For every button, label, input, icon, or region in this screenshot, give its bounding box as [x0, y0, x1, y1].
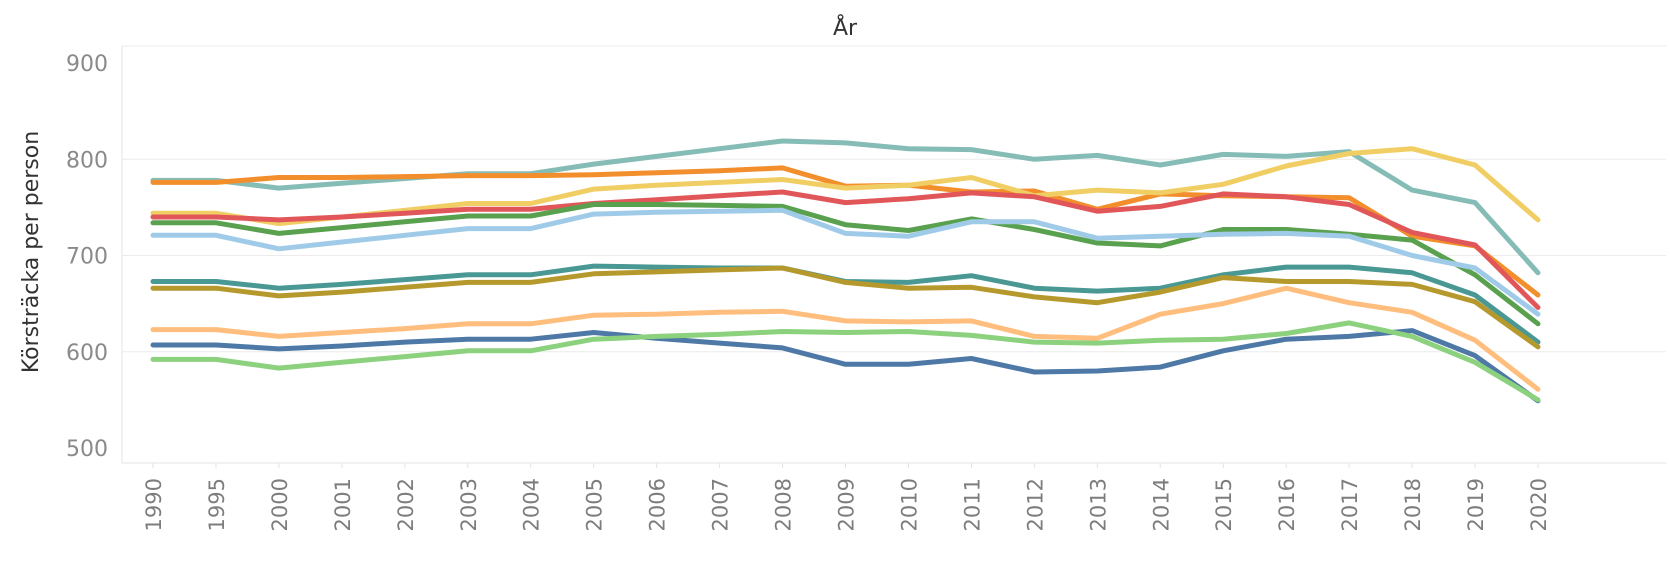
x-tick-label: 2014 — [1149, 478, 1173, 531]
y-tick-label: 900 — [66, 52, 108, 77]
x-tick-label: 2011 — [960, 478, 984, 531]
x-tick-label: 2018 — [1401, 478, 1425, 531]
x-tick-label: 2019 — [1464, 478, 1488, 531]
x-tick-label: 2007 — [709, 478, 733, 531]
x-tick-label: 2013 — [1086, 478, 1110, 531]
y-tick-label: 500 — [66, 437, 108, 462]
x-tick-label: 2002 — [394, 478, 418, 531]
x-tick-label: 2010 — [897, 478, 921, 531]
y-tick-label: 700 — [66, 245, 108, 270]
x-tick-label: 2005 — [583, 478, 607, 531]
series-line-8 — [150, 265, 1541, 350]
series-line-6 — [150, 207, 1541, 317]
x-tick-label: 2003 — [457, 478, 481, 531]
series-line-10 — [150, 328, 1541, 404]
y-axis-title: Körsträcka per person — [19, 131, 44, 373]
x-tick-label: 2006 — [646, 478, 670, 531]
series-line-9 — [150, 285, 1541, 392]
series-line-1 — [150, 138, 1541, 276]
x-tick-label: 2001 — [331, 478, 355, 531]
label-layer: År 500 600 700 800 900 Körsträcka per person 19… — [19, 14, 1551, 531]
x-tick-label: 2015 — [1212, 478, 1236, 531]
x-tick-label: 2004 — [520, 478, 544, 531]
series-line-5 — [150, 202, 1541, 327]
axis-layer — [121, 46, 1666, 468]
x-tick-label: 2020 — [1527, 478, 1551, 531]
x-tick-label: 2016 — [1275, 478, 1299, 531]
grid-layer — [122, 45, 1666, 353]
x-tick-label: 2009 — [835, 478, 859, 531]
series-line-3 — [150, 146, 1541, 227]
chart-title: År — [833, 14, 858, 41]
series-line-4 — [150, 189, 1541, 310]
x-tick-label: 2008 — [772, 478, 796, 531]
series-line-11 — [150, 320, 1541, 403]
x-tick-label: 1995 — [205, 478, 229, 531]
x-tick-label: 2017 — [1338, 478, 1362, 531]
y-tick-label: 600 — [66, 341, 108, 366]
y-tick-label: 800 — [66, 148, 108, 173]
x-tick-label: 1990 — [142, 478, 166, 531]
series-layer — [150, 138, 1541, 404]
x-tick-label: 2000 — [268, 478, 292, 531]
x-tick-label: 2012 — [1023, 478, 1047, 531]
